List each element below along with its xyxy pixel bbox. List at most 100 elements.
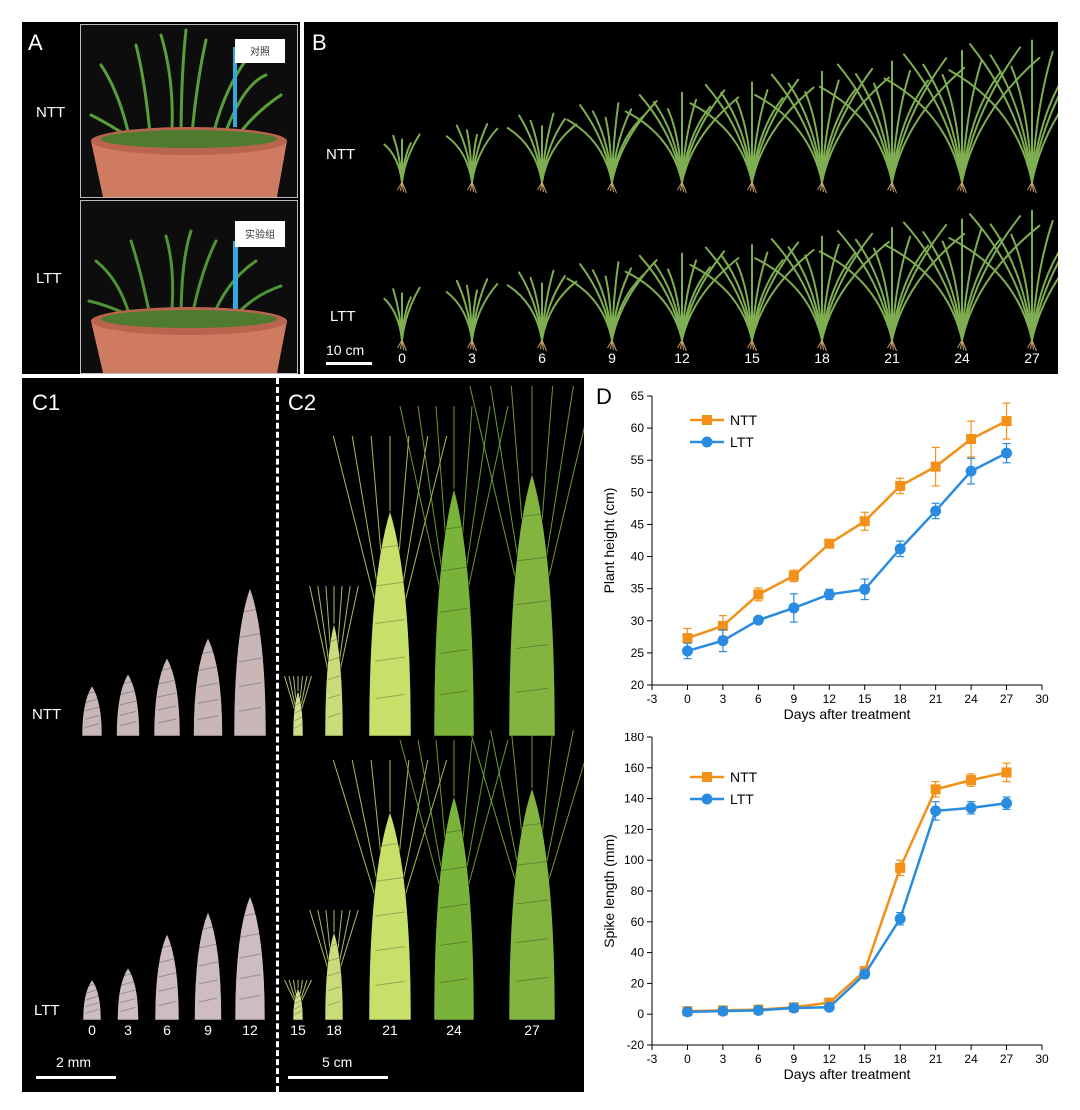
c2-day-label: 15 [290,1022,306,1038]
x-tick-label: 15 [858,1052,872,1066]
seedling [754,67,890,194]
spike [154,933,180,1021]
panel-c2-scale-bar [288,1076,388,1079]
data-point-ltt [1001,797,1013,809]
y-tick-label: 120 [624,822,644,836]
x-tick-label: 9 [790,692,797,706]
chart-spike-length: -3 0 3 6 9 12 15 18 21 24 27 30 -20 0 20 40 60 80 100 120 14… [601,733,1049,1082]
data-point-ltt [1001,447,1013,459]
c2-day-label: 18 [326,1022,342,1038]
x-tick-label: 12 [823,1052,837,1066]
seedling [689,241,815,352]
data-point-ntt [930,461,941,472]
x-tick-label: 0 [684,1052,691,1066]
x-tick-label: 3 [720,1052,727,1066]
data-point-ltt [752,614,764,626]
spike [234,895,266,1021]
data-point-ltt [681,1006,693,1018]
seedling-series [383,39,1058,352]
day-label: 3 [468,350,476,366]
day-label: 27 [1024,350,1040,366]
data-point-ntt [788,570,799,581]
x-tick-label: 3 [720,692,727,706]
seedling [445,123,499,194]
data-point-ntt [966,434,977,445]
x-tick-label: 6 [755,692,762,706]
x-tick-label: 24 [964,1052,978,1066]
seedling [818,57,966,194]
day-label: 12 [674,350,690,366]
x-tick-label: 21 [929,692,943,706]
spike [284,675,312,737]
tag-label-ntt: 对照 [250,45,270,58]
data-point-ltt [681,645,693,657]
data-point-ltt [823,588,835,600]
c1-day-label: 12 [242,1022,258,1038]
spike [117,967,139,1021]
y-tick-label: 65 [631,389,645,403]
data-point-ltt [717,635,729,647]
c2-day-label: 21 [382,1022,398,1038]
day-label: 9 [608,350,616,366]
data-point-ltt [859,968,871,980]
data-point-ntt [682,633,693,644]
day-label: 24 [954,350,970,366]
legend-marker [702,415,712,425]
panel-b-scale-label: 10 cm [326,342,365,358]
y-axis-label: Plant height (cm) [601,488,617,594]
panel-a: A NTT LTT 对照 实验组 [22,22,300,374]
y-tick-label: 140 [624,792,644,806]
spike [399,405,509,737]
panel-c1-label: C1 [32,390,61,415]
c1-day-label: 6 [163,1022,171,1038]
panel-c2-label: C2 [288,390,317,415]
panel-c: C1 C2 NTT LTT 2 mm 5 cm 0 3 6 9 12 15 18 21 24 27 [22,378,584,1092]
data-point-ntt [717,620,728,631]
spike [469,729,584,1021]
spike [284,979,312,1021]
seedling [445,278,499,352]
seedling [383,286,421,352]
data-point-ltt [894,913,906,925]
data-point-ntt [930,784,941,795]
y-tick-label: 40 [631,550,645,564]
spike [81,685,103,737]
y-tick-label: 0 [637,1007,644,1021]
c1-day-label: 3 [124,1022,132,1038]
panel-d: D -3 0 3 6 9 12 15 18 21 24 27 30 20 25 30 35 40 45 50 55 60… [590,378,1060,1098]
data-point-ltt [930,805,942,817]
data-point-ltt [717,1005,729,1017]
x-tick-label: 6 [755,1052,762,1066]
panel-b-scale-bar [326,362,372,365]
panel-c1-row-ltt: LTT [34,1002,60,1019]
day-label: 15 [744,350,760,366]
data-point-ltt [965,802,977,814]
panel-c2-scale-label: 5 cm [322,1054,353,1070]
data-point-ntt [1001,767,1012,778]
legend-marker [701,436,713,448]
data-point-ntt [1001,416,1012,427]
legend-label: NTT [730,769,758,785]
data-point-ntt [824,538,835,549]
data-point-ltt [823,1001,835,1013]
data-point-ltt [930,505,942,517]
c2-day-label: 24 [446,1022,462,1038]
panel-b-row-ntt: NTT [326,146,356,163]
day-label: 21 [884,350,900,366]
x-tick-label: 27 [1000,692,1014,706]
y-tick-label: -20 [627,1038,645,1052]
seedling [624,250,740,352]
panel-divider [276,378,279,1092]
y-tick-label: 35 [631,582,645,596]
legend-marker [701,793,713,805]
y-tick-label: 180 [624,733,644,744]
c1-day-label: 0 [88,1022,96,1038]
spike [309,585,359,737]
legend-label: LTT [730,434,754,450]
y-tick-label: 80 [631,884,645,898]
data-point-ntt [966,775,977,786]
y-axis-label: Spike length (mm) [601,834,617,948]
spike [82,979,102,1021]
seedling [506,112,578,194]
panel-c1-row-ntt: NTT [32,706,62,723]
